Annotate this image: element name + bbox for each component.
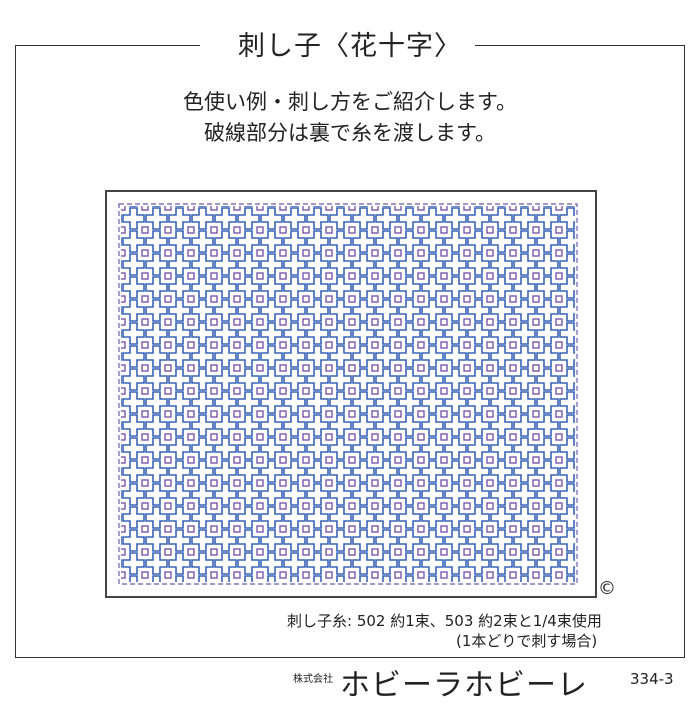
company-prefix: 株式会社	[293, 674, 333, 685]
top-rule-left	[15, 45, 200, 46]
thread-info: 刺し子糸: 502 約1束、503 約2束と1/4束使用	[287, 612, 602, 630]
thread-note: (1本どりで刺す場合)	[456, 632, 598, 650]
intro-line-1: 色使い例・刺し方をご紹介します。	[183, 90, 517, 114]
company-logo: ホビーラホビーレ	[340, 668, 588, 703]
product-code: 334-3	[630, 670, 674, 688]
intro-line-2: 破線部分は裏で糸を渡します。	[204, 121, 496, 145]
outer-frame	[15, 45, 685, 658]
hana-juji-pattern	[118, 203, 578, 585]
top-rule-right	[475, 45, 685, 46]
pattern-frame	[105, 190, 597, 598]
dashed-border	[118, 203, 578, 585]
page-title: 刺し子〈花十字〉	[0, 24, 700, 63]
copyright-mark: ©	[598, 578, 616, 599]
